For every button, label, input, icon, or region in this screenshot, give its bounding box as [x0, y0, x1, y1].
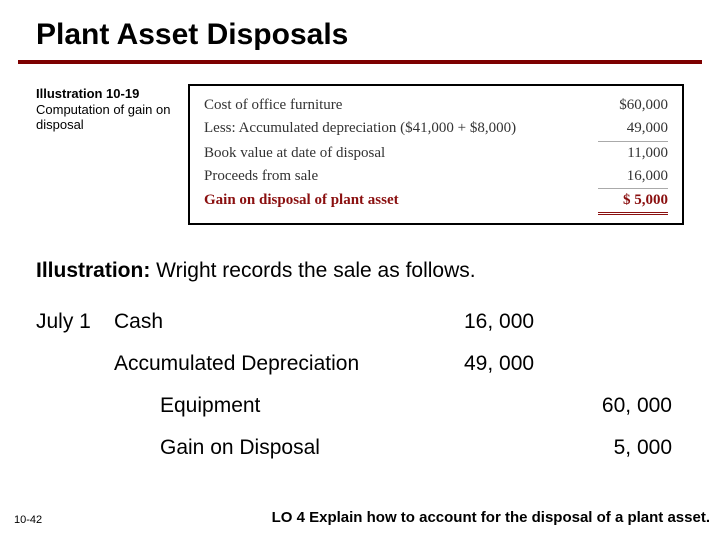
- double-rule: [598, 212, 668, 215]
- computation-label: Cost of office furniture: [204, 94, 590, 117]
- journal-credit: [582, 343, 672, 385]
- journal-account: Gain on Disposal: [114, 427, 464, 469]
- computation-label: Proceeds from sale: [204, 165, 590, 188]
- journal-intro-lead: Illustration:: [36, 259, 150, 282]
- computation-value: 49,000: [590, 117, 668, 140]
- gain-value: $ 5,000: [590, 189, 668, 212]
- illustration-label: Illustration 10-19 Computation of gain o…: [36, 84, 180, 133]
- journal-intro-rest: Wright records the sale as follows.: [150, 259, 475, 282]
- journal-account: Cash: [114, 301, 464, 343]
- journal-credit: 5, 000: [582, 427, 672, 469]
- computation-label: Book value at date of disposal: [204, 142, 590, 165]
- computation-gain-row: Gain on disposal of plant asset $ 5,000: [204, 189, 668, 212]
- journal-debit: [464, 427, 582, 469]
- journal-date-blank: [36, 427, 114, 469]
- journal-debit: [464, 385, 582, 427]
- journal-debit: 49, 000: [464, 343, 582, 385]
- journal-date-blank: [36, 385, 114, 427]
- learning-objective: LO 4 Explain how to account for the disp…: [272, 509, 710, 526]
- illustration-number: Illustration 10-19: [36, 86, 180, 102]
- journal-debit: 16, 000: [464, 301, 582, 343]
- journal-row: Equipment 60, 000: [36, 385, 672, 427]
- gain-label: Gain on disposal of plant asset: [204, 189, 399, 212]
- journal-date-blank: [36, 343, 114, 385]
- journal-credit: 60, 000: [582, 385, 672, 427]
- journal-entry: July 1 Cash 16, 000 Accumulated Deprecia…: [0, 283, 720, 469]
- footer: 10-42 LO 4 Explain how to account for th…: [0, 509, 720, 526]
- computation-row: Cost of office furniture $60,000: [204, 94, 668, 117]
- journal-row: July 1 Cash 16, 000: [36, 301, 672, 343]
- illustration-caption: Computation of gain on disposal: [36, 102, 180, 133]
- journal-credit: [582, 301, 672, 343]
- computation-value: 16,000: [590, 165, 668, 188]
- journal-account: Equipment: [114, 385, 464, 427]
- journal-intro: Illustration: Wright records the sale as…: [0, 225, 720, 283]
- computation-row: Proceeds from sale 16,000: [204, 165, 668, 188]
- illustration-section: Illustration 10-19 Computation of gain o…: [0, 64, 720, 225]
- page-title: Plant Asset Disposals: [0, 0, 720, 52]
- journal-row: Accumulated Depreciation 49, 000: [36, 343, 672, 385]
- journal-row: Gain on Disposal 5, 000: [36, 427, 672, 469]
- computation-label: Less: Accumulated depreciation ($41,000 …: [204, 117, 590, 140]
- computation-box: Cost of office furniture $60,000 Less: A…: [188, 84, 684, 225]
- computation-row: Book value at date of disposal 11,000: [204, 142, 668, 165]
- computation-row: Less: Accumulated depreciation ($41,000 …: [204, 117, 668, 140]
- journal-date: July 1: [36, 301, 114, 343]
- journal-account: Accumulated Depreciation: [114, 343, 464, 385]
- computation-value: $60,000: [590, 94, 668, 117]
- computation-value: 11,000: [590, 142, 668, 165]
- slide-number: 10-42: [14, 514, 42, 526]
